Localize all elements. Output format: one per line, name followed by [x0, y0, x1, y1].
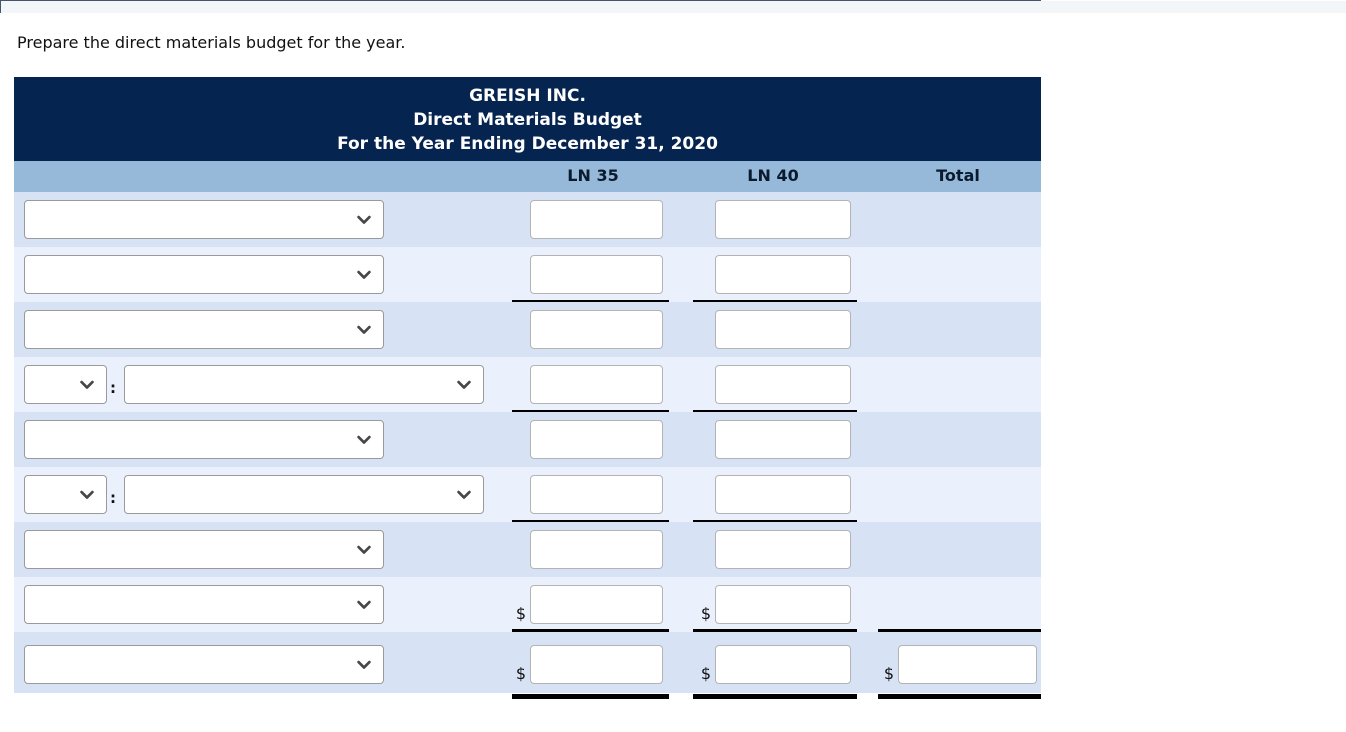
total-amount-input[interactable] [898, 645, 1037, 684]
chevron-down-icon [354, 320, 374, 340]
ln35-amount-input[interactable] [530, 365, 663, 404]
ln35-amount-input[interactable] [530, 255, 663, 294]
budget-row-3 [14, 302, 1041, 357]
budget-row-2 [14, 247, 1041, 302]
ln40-amount-input[interactable] [715, 530, 851, 569]
ln40-amount-input[interactable] [715, 475, 851, 514]
column-header-ln35: LN 35 [567, 166, 619, 185]
account-select-small[interactable] [24, 475, 107, 514]
subtotal-rule [693, 520, 857, 522]
ln35-amount-input[interactable] [530, 645, 663, 684]
table-title-block: GREISH INC. Direct Materials Budget For … [14, 77, 1041, 161]
subtotal-rule [693, 300, 857, 302]
ln35-amount-input[interactable] [530, 475, 663, 514]
currency-symbol: $ [515, 604, 526, 623]
instruction-text: Prepare the direct materials budget for … [17, 33, 406, 52]
currency-symbol: $ [515, 664, 526, 683]
grand-total-rules [14, 693, 1041, 700]
company-name: GREISH INC. [469, 86, 586, 106]
period-line: For the Year Ending December 31, 2020 [337, 134, 718, 154]
subtotal-rule [693, 629, 857, 632]
ln40-amount-input[interactable] [715, 365, 851, 404]
account-select[interactable] [24, 310, 384, 349]
ln40-amount-input[interactable] [715, 200, 851, 239]
column-header-total: Total [936, 166, 980, 185]
ln40-amount-input[interactable] [715, 645, 851, 684]
ln40-amount-input[interactable] [715, 255, 851, 294]
top-divider [0, 0, 1041, 1]
chevron-down-icon [77, 485, 97, 505]
budget-row-8: $ $ [14, 577, 1041, 632]
account-select-small[interactable] [24, 365, 107, 404]
ln35-amount-input[interactable] [530, 310, 663, 349]
colon-separator: : [110, 379, 116, 397]
top-band [0, 1, 1346, 13]
statement-name: Direct Materials Budget [413, 110, 642, 130]
account-select[interactable] [124, 365, 484, 404]
subtotal-rule [693, 410, 857, 412]
chevron-down-icon [354, 210, 374, 230]
chevron-down-icon [354, 595, 374, 615]
account-select[interactable] [24, 255, 384, 294]
currency-symbol: $ [883, 664, 894, 683]
top-left-edge [0, 0, 1, 13]
subtotal-rule [512, 520, 669, 522]
budget-table: GREISH INC. Direct Materials Budget For … [14, 77, 1041, 700]
grand-total-rule [512, 694, 669, 699]
chevron-down-icon [354, 540, 374, 560]
colon-separator: : [110, 489, 116, 507]
budget-row-6: : [14, 467, 1041, 522]
subtotal-rule [512, 300, 669, 302]
chevron-down-icon [77, 375, 97, 395]
account-select[interactable] [24, 530, 384, 569]
budget-row-1 [14, 192, 1041, 247]
account-select[interactable] [24, 200, 384, 239]
ln35-amount-input[interactable] [530, 585, 663, 624]
subtotal-rule [512, 410, 669, 412]
subtotal-rule [878, 629, 1041, 632]
subtotal-rule [512, 629, 669, 632]
chevron-down-icon [354, 430, 374, 450]
budget-row-7 [14, 522, 1041, 577]
ln40-amount-input[interactable] [715, 310, 851, 349]
currency-symbol: $ [700, 604, 711, 623]
chevron-down-icon [454, 485, 474, 505]
budget-row-4: : [14, 357, 1041, 412]
column-header-ln40: LN 40 [747, 166, 799, 185]
account-select[interactable] [124, 475, 484, 514]
chevron-down-icon [454, 375, 474, 395]
column-header-row: LN 35 LN 40 Total [14, 161, 1041, 192]
ln35-amount-input[interactable] [530, 200, 663, 239]
currency-symbol: $ [700, 664, 711, 683]
budget-row-9: $ $ $ [14, 632, 1041, 693]
ln35-amount-input[interactable] [530, 530, 663, 569]
account-select[interactable] [24, 645, 384, 684]
account-select[interactable] [24, 420, 384, 459]
grand-total-rule [693, 694, 857, 699]
budget-row-5 [14, 412, 1041, 467]
account-select[interactable] [24, 585, 384, 624]
ln40-amount-input[interactable] [715, 420, 851, 459]
ln40-amount-input[interactable] [715, 585, 851, 624]
budget-rows: :: $ $ $ $ $ [14, 192, 1041, 700]
chevron-down-icon [354, 655, 374, 675]
ln35-amount-input[interactable] [530, 420, 663, 459]
grand-total-rule [878, 694, 1041, 699]
chevron-down-icon [354, 265, 374, 285]
